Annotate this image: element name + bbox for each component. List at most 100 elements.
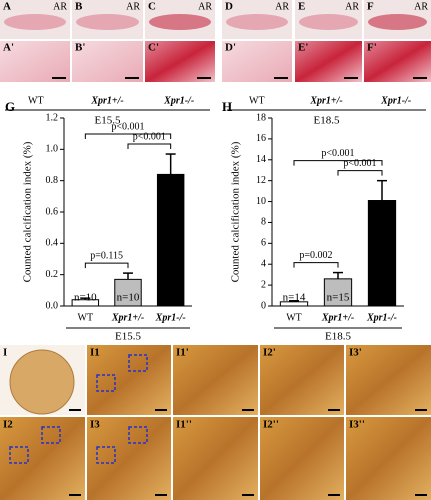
chart-subtitle: E15.5 [115,331,141,343]
roi-box [41,426,61,444]
panel-label: D' [225,42,236,54]
photo [72,41,143,82]
panel-label: H [222,99,232,114]
y-tick-label: 0.2 [46,269,59,280]
panel-label: I3 [90,419,100,431]
y-tick-label: 1.0 [46,144,59,155]
panel-label: I3' [349,347,362,359]
p-value: p<0.001 [111,121,144,132]
photo [0,41,70,82]
photo [222,41,292,82]
panel-label: B' [75,42,85,54]
panel-label: I2'' [263,419,279,431]
n-label: n=8 [162,292,180,304]
p-value: p<0.001 [133,131,166,142]
photo [346,417,431,500]
p-value: p=0.002 [299,250,332,261]
x-tick-label: Xpr1-/- [366,312,397,323]
panel-label: D [225,1,233,13]
genotype-label: WT [28,95,44,106]
panel-corner: AR [53,1,67,12]
y-tick-label: 1.2 [46,112,59,123]
y-tick-label: 0.0 [46,300,59,311]
photo [145,41,215,82]
panel-label: I2 [3,419,13,431]
panel-label: I3'' [349,419,365,431]
x-tick-label: Xpr1-/- [155,312,186,323]
panel-label: E' [298,42,308,54]
p-value: p<0.001 [321,148,354,159]
comparison-bracket [293,160,383,166]
photo [173,345,258,415]
photo [260,417,344,500]
y-tick-label: 18 [256,112,266,123]
genotype-label: WT [249,95,265,106]
chart-subtitle: E18.5 [325,331,351,343]
tissue [149,14,211,30]
roi-box [96,374,116,392]
y-tick-label: 0.8 [46,175,59,186]
genotype-label: Xpr1+/- [90,95,123,106]
roi-box [128,426,148,444]
panel-label: F' [367,42,377,54]
photo [295,41,362,82]
tissue [368,14,427,30]
x-tick-label: Xpr1+/- [321,312,354,323]
panel-label: I [3,347,7,359]
y-axis-label: Counted calcification index (%) [22,141,34,282]
n-label: n=10 [74,292,97,304]
y-tick-label: 4 [261,259,266,270]
photo [364,41,431,82]
y-tick-label: 2 [261,279,266,290]
comparison-bracket [293,262,339,268]
panel-label: F [367,1,374,13]
panel-corner: AR [414,1,428,12]
roi-box [9,446,29,464]
photo [260,345,344,415]
tissue [226,14,288,30]
bar [156,173,185,307]
stage-label: E18.5 [314,115,340,127]
panel-label: I2' [263,347,276,359]
n-label: n=15 [327,292,350,304]
comparison-bracket [84,133,172,140]
x-tick-label: WT [286,312,302,323]
genotype-label: Xpr1+/- [309,95,342,106]
roi-box [128,354,148,372]
tissue [9,349,75,415]
photo [346,345,431,415]
comparison-bracket [127,143,172,150]
tissue [76,14,139,30]
comparison-bracket [84,262,129,269]
x-tick-label: WT [78,312,94,323]
panel-corner: AR [198,1,212,12]
panel-label: I1'' [176,419,192,431]
photo [0,417,85,500]
y-tick-label: 0.4 [46,238,59,249]
bar [367,200,397,307]
n-label: n=10 [117,292,140,304]
y-tick-label: 10 [256,196,266,207]
tissue [4,14,66,30]
panel-corner: AR [275,1,289,12]
panel-label: I1' [176,347,189,359]
n-label: n=6 [373,292,391,304]
comparison-bracket [337,170,383,176]
roi-box [96,446,116,464]
y-tick-label: 14 [256,154,266,165]
panel-label: I1 [90,347,100,359]
photo [87,417,171,500]
y-tick-label: 0 [261,300,266,311]
panel-label: A' [3,42,14,54]
panel-label: G [5,99,15,114]
tissue [299,14,358,30]
y-tick-label: 0.6 [46,206,59,217]
panel-label: C' [148,42,159,54]
photo [173,417,258,500]
y-tick-label: 16 [256,133,266,144]
p-value: p=0.115 [90,250,123,261]
y-tick-label: 8 [261,217,266,228]
x-tick-label: Xpr1+/- [111,312,144,323]
y-axis-label: Counted calcification index (%) [230,141,242,282]
